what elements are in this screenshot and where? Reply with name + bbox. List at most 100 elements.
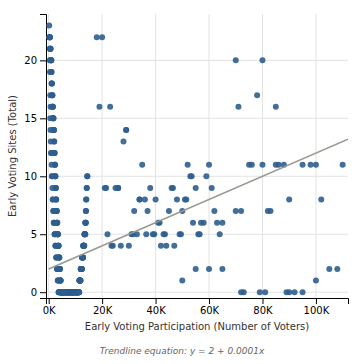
point: [273, 104, 279, 110]
point: [99, 34, 105, 40]
point: [257, 289, 263, 295]
point: [61, 289, 67, 295]
point: [79, 266, 85, 272]
point: [145, 208, 151, 214]
point: [49, 173, 55, 179]
point: [238, 289, 244, 295]
point: [47, 34, 53, 40]
point: [142, 196, 148, 202]
point: [81, 243, 87, 249]
x-tick: 80K: [253, 298, 273, 316]
point: [55, 278, 61, 284]
point: [61, 289, 67, 295]
point: [118, 243, 124, 249]
point: [217, 231, 223, 237]
x-tick-label: 80K: [253, 305, 273, 316]
point: [193, 266, 199, 272]
x-tick-label: 40K: [146, 305, 166, 316]
point: [60, 289, 66, 295]
x-tick: 20K: [93, 298, 113, 316]
point: [259, 57, 265, 63]
point: [219, 266, 225, 272]
point: [50, 208, 56, 214]
point: [96, 104, 102, 110]
point: [47, 69, 53, 75]
point: [238, 208, 244, 214]
point: [80, 243, 86, 249]
y-tick-mark: [40, 176, 46, 177]
point: [284, 289, 290, 295]
trendline: [49, 139, 348, 269]
point: [300, 289, 306, 295]
point: [49, 162, 55, 168]
annotation: Trendline equation: y = 2 + 0.0001x: [100, 346, 265, 356]
grid-line-y: [46, 118, 348, 119]
point: [78, 266, 84, 272]
point: [83, 208, 89, 214]
point: [55, 278, 61, 284]
point: [76, 289, 82, 295]
point: [76, 289, 82, 295]
point: [47, 115, 53, 121]
point: [51, 220, 57, 226]
point: [47, 92, 53, 98]
point: [123, 127, 129, 133]
point: [52, 231, 58, 237]
point: [254, 92, 260, 98]
point: [107, 104, 113, 110]
point: [47, 46, 53, 52]
point: [79, 266, 85, 272]
point: [78, 266, 84, 272]
point: [81, 231, 87, 237]
point: [81, 243, 87, 249]
point: [51, 220, 57, 226]
point: [76, 289, 82, 295]
point: [84, 185, 90, 191]
point: [308, 162, 314, 168]
point: [47, 57, 53, 63]
point: [83, 220, 89, 226]
point: [121, 139, 127, 145]
point: [54, 254, 60, 260]
grid-line-x: [155, 14, 156, 298]
point: [83, 220, 89, 226]
point: [326, 266, 332, 272]
point: [61, 289, 67, 295]
point: [163, 243, 169, 249]
point: [206, 162, 212, 168]
point: [83, 220, 89, 226]
point: [48, 150, 54, 156]
point: [48, 150, 54, 156]
point: [48, 46, 54, 52]
point: [81, 243, 87, 249]
point: [259, 162, 265, 168]
point: [46, 34, 52, 40]
x-tick-mark: [262, 298, 263, 304]
point: [51, 220, 57, 226]
point: [139, 162, 145, 168]
point: [77, 278, 83, 284]
point: [233, 57, 239, 63]
point: [48, 46, 54, 52]
point: [147, 185, 153, 191]
point: [75, 289, 81, 295]
y-tick-label: 5: [31, 229, 37, 240]
y-axis-title: Early Voting Sites (Total): [7, 95, 18, 217]
grid-line-y: [46, 60, 348, 61]
y-tick-label: 0: [31, 287, 37, 298]
point: [50, 196, 56, 202]
y-tick-mark: [40, 292, 46, 293]
point: [84, 173, 90, 179]
x-tick-mark: [209, 298, 210, 304]
x-axis: 0K20K40K60K80K100K: [43, 298, 349, 316]
point: [53, 254, 59, 260]
point: [46, 34, 52, 40]
x-axis-line: [47, 299, 349, 305]
point: [75, 289, 81, 295]
point: [49, 185, 55, 191]
point: [219, 220, 225, 226]
point: [108, 243, 114, 249]
point: [209, 185, 215, 191]
point: [313, 278, 319, 284]
point: [52, 231, 58, 237]
